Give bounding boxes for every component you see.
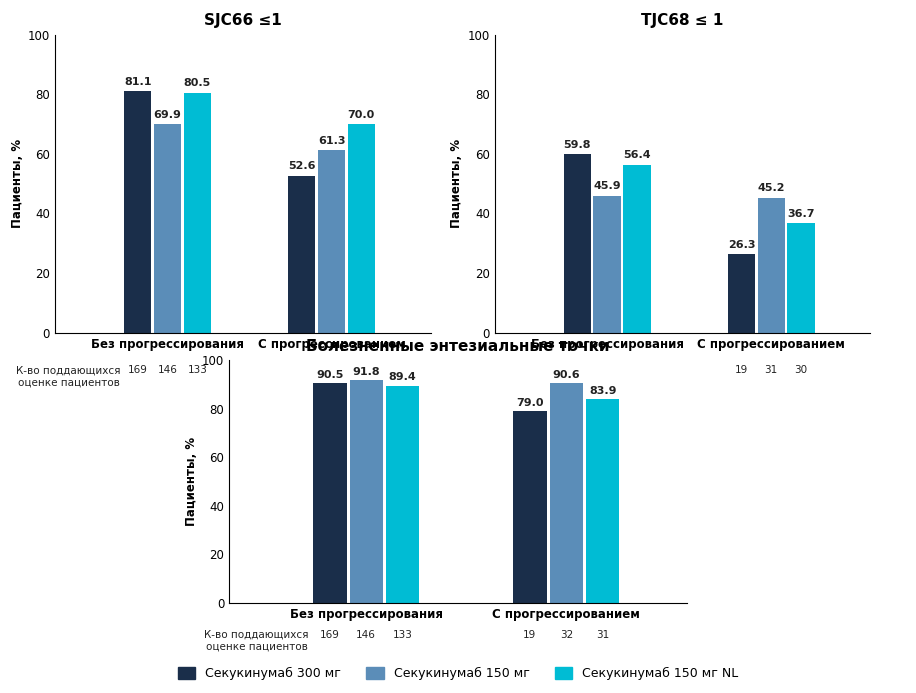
Text: 146: 146: [158, 365, 178, 376]
Text: 133: 133: [188, 365, 207, 376]
Bar: [348, 124, 375, 333]
Text: 90.5: 90.5: [316, 370, 344, 380]
Text: 30: 30: [354, 365, 368, 376]
Text: К-во поддающихся
оценке пациентов: К-во поддающихся оценке пациентов: [455, 365, 560, 387]
Title: SJC66 ≤1: SJC66 ≤1: [204, 13, 281, 28]
Text: 61.3: 61.3: [318, 136, 345, 146]
Text: 83.9: 83.9: [589, 386, 616, 396]
Text: 169: 169: [320, 629, 340, 640]
Text: 89.4: 89.4: [388, 372, 417, 383]
Text: 31: 31: [325, 365, 338, 376]
Bar: [288, 176, 315, 333]
Bar: [350, 380, 383, 603]
Bar: [550, 383, 583, 603]
Text: 19: 19: [523, 629, 537, 640]
Title: Болезненные энтезиальные точки: Болезненные энтезиальные точки: [306, 339, 610, 353]
Text: 31: 31: [765, 365, 778, 376]
Y-axis label: Пациенты, %: Пациенты, %: [185, 437, 198, 526]
Text: 79.0: 79.0: [517, 398, 544, 407]
Text: 146: 146: [356, 629, 376, 640]
Bar: [318, 150, 345, 333]
Text: 133: 133: [393, 629, 412, 640]
Text: 31: 31: [596, 629, 609, 640]
Bar: [386, 386, 420, 603]
Text: 45.2: 45.2: [758, 184, 785, 193]
Text: 52.6: 52.6: [288, 161, 315, 171]
Legend: Секукинумаб 300 мг, Секукинумаб 150 мг, Секукинумаб 150 мг NL: Секукинумаб 300 мг, Секукинумаб 150 мг, …: [178, 667, 738, 680]
Bar: [513, 412, 547, 603]
Text: 45.9: 45.9: [594, 182, 621, 191]
Text: 56.4: 56.4: [623, 150, 650, 160]
Text: 90.6: 90.6: [552, 369, 580, 380]
Bar: [594, 196, 621, 333]
Text: 36.7: 36.7: [788, 209, 815, 219]
Text: 169: 169: [567, 365, 587, 376]
Text: 69.9: 69.9: [154, 110, 181, 120]
Text: 30: 30: [794, 365, 808, 376]
Bar: [154, 124, 181, 333]
Bar: [563, 155, 591, 333]
Text: 133: 133: [627, 365, 647, 376]
Text: 26.3: 26.3: [727, 240, 755, 249]
Bar: [124, 91, 151, 333]
Title: TJC68 ≤ 1: TJC68 ≤ 1: [641, 13, 724, 28]
Bar: [727, 254, 755, 333]
Bar: [788, 223, 814, 333]
Text: 81.1: 81.1: [124, 76, 151, 87]
Text: 80.5: 80.5: [184, 78, 211, 88]
Y-axis label: Пациенты, %: Пациенты, %: [451, 139, 463, 228]
Bar: [758, 198, 785, 333]
Text: 91.8: 91.8: [353, 367, 380, 376]
Text: 32: 32: [560, 629, 572, 640]
Text: 59.8: 59.8: [563, 140, 591, 150]
Bar: [183, 93, 211, 333]
Text: 169: 169: [127, 365, 147, 376]
Bar: [586, 399, 619, 603]
Text: 19: 19: [295, 365, 309, 376]
Text: 70.0: 70.0: [348, 109, 375, 120]
Text: К-во поддающихся
оценке пациентов: К-во поддающихся оценке пациентов: [204, 629, 309, 651]
Y-axis label: Пациенты, %: Пациенты, %: [11, 139, 24, 228]
Bar: [313, 383, 346, 603]
Text: 19: 19: [735, 365, 748, 376]
Bar: [623, 164, 650, 333]
Text: К-во поддающихся
оценке пациентов: К-во поддающихся оценке пациентов: [16, 365, 120, 387]
Text: 146: 146: [597, 365, 617, 376]
